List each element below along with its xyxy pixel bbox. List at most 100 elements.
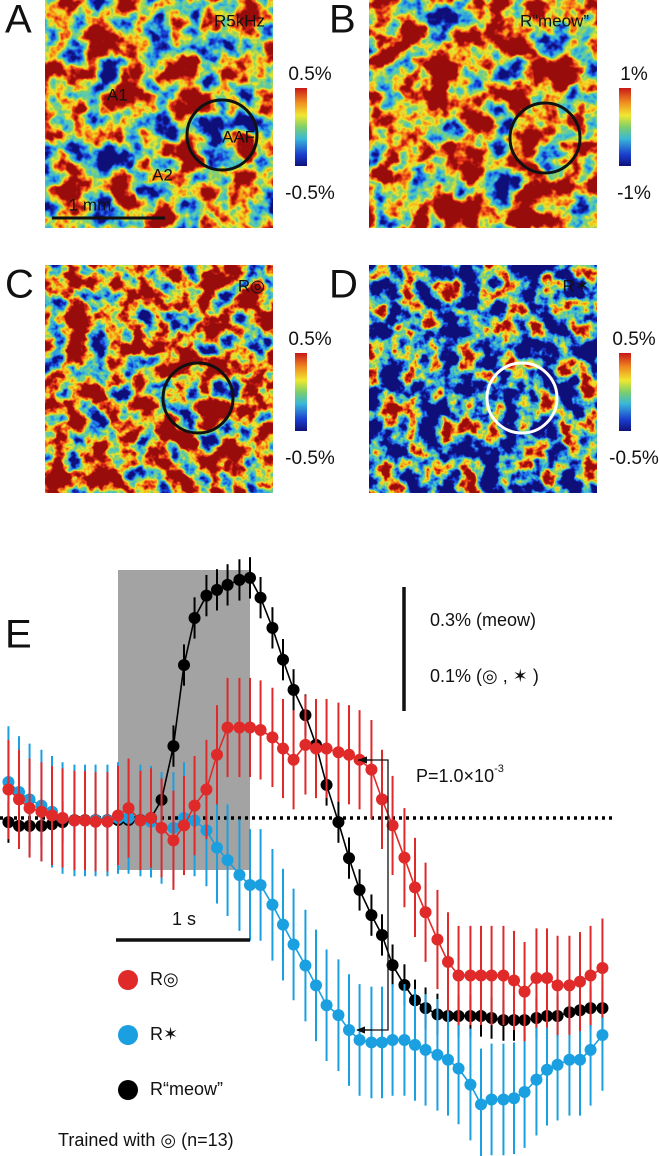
panel-letter: C [5, 263, 34, 307]
panel-title: R◎ [238, 276, 265, 295]
data-point [409, 881, 421, 894]
data-point [221, 578, 234, 591]
p-value-text: P=1.0×10 [416, 766, 494, 786]
data-point [2, 783, 15, 796]
data-point [431, 1048, 444, 1061]
data-point [596, 962, 609, 975]
data-point [365, 909, 378, 922]
area-label: AAF [222, 127, 255, 146]
data-point [551, 1058, 564, 1071]
heatmap [369, 0, 597, 228]
data-point [419, 1043, 432, 1056]
colorbar [619, 88, 631, 166]
data-point [343, 748, 355, 761]
data-point [419, 906, 432, 919]
data-point [56, 812, 69, 824]
data-point [386, 959, 399, 972]
data-point [101, 815, 114, 828]
roi-circle [508, 101, 582, 175]
time-bar-label: 1 s [172, 909, 196, 929]
colorbar-min: -0.5% [609, 448, 659, 469]
data-point [541, 1063, 553, 1076]
data-point [287, 683, 300, 696]
data-point [221, 854, 234, 867]
data-point [178, 659, 190, 672]
data-point [211, 583, 223, 596]
footnote: Trained with ◎ (n=13) [58, 1130, 234, 1150]
data-point [233, 721, 246, 734]
data-point [365, 1036, 378, 1049]
data-point [310, 742, 322, 755]
data-point [46, 809, 58, 822]
data-point [343, 852, 355, 865]
data-point [584, 1043, 597, 1056]
chart-e [2, 557, 609, 1156]
data-point [442, 955, 454, 968]
data-point [409, 1038, 421, 1051]
data-point [320, 742, 333, 755]
data-point [112, 809, 124, 822]
data-point [211, 748, 223, 761]
data-point [574, 975, 586, 988]
data-point [386, 1033, 399, 1046]
data-point [584, 969, 597, 982]
data-point [79, 814, 91, 827]
colorbar [619, 353, 631, 431]
data-point [200, 783, 213, 796]
data-point [299, 738, 312, 751]
data-point [376, 928, 388, 941]
legend-swatch [118, 970, 138, 990]
data-point [244, 571, 256, 584]
scale-bar-label: 0.1% (◎ , ✶ ) [430, 666, 539, 686]
p-value: P=1.0×10-3 [416, 763, 504, 786]
data-point [277, 653, 289, 666]
data-point [266, 731, 279, 744]
data-point [320, 999, 333, 1012]
data-point [353, 1033, 366, 1046]
data-point [475, 1098, 487, 1111]
data-point [398, 851, 411, 864]
data-point [530, 971, 543, 984]
data-point [497, 1093, 510, 1106]
data-point [254, 723, 267, 736]
data-point [188, 611, 201, 624]
colorbar [295, 353, 307, 431]
data-point [376, 793, 388, 806]
colorbar-min: -0.5% [285, 183, 335, 204]
scale-label: 1 mm [69, 195, 112, 214]
data-point [574, 1053, 586, 1066]
legend-label: R✶ [150, 1024, 178, 1044]
colorbar-min: -1% [617, 183, 651, 204]
data-point [13, 793, 25, 806]
data-point [167, 834, 180, 847]
data-point [563, 1053, 576, 1066]
data-point [35, 805, 48, 818]
data-point [485, 969, 498, 982]
data-point [266, 898, 279, 911]
legend-swatch [118, 1080, 138, 1100]
data-point [23, 802, 36, 815]
data-point [287, 938, 300, 951]
data-point [551, 979, 564, 992]
data-point [452, 969, 465, 982]
data-point [485, 1093, 498, 1106]
legend-label: R“meow” [150, 1079, 223, 1099]
data-point [508, 1092, 520, 1105]
data-point [596, 1029, 609, 1041]
roi-circle [185, 98, 259, 172]
colorbar-max: 0.5% [288, 329, 331, 350]
data-point [134, 814, 147, 827]
data-point [167, 740, 180, 753]
data-point [431, 933, 444, 946]
data-point [89, 815, 102, 828]
area-label: A2 [152, 165, 173, 184]
data-point [563, 979, 576, 992]
data-point [155, 821, 168, 834]
data-point [353, 883, 366, 896]
data-point [254, 591, 267, 604]
heatmap [45, 0, 273, 228]
data-point [68, 814, 81, 827]
data-point [343, 1024, 355, 1037]
significance-bracket [357, 759, 389, 1031]
